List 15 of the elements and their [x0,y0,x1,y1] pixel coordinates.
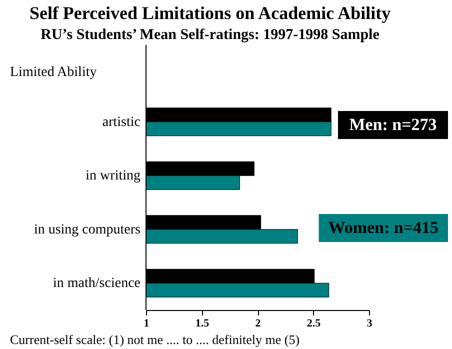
x-tick-label: 3 [366,318,373,330]
x-tick-label: 1 [144,318,150,330]
series-label: Men: n=273 [349,115,437,134]
y-tick-label: in using computers [34,222,140,238]
chart-title: Self Perceived Limitations on Academic Ability [29,3,391,23]
series-label: Women: n=415 [328,218,439,237]
chart-subtitle: RU’s Students’ Mean Self-ratings: 1997-1998 Sample [40,27,380,43]
y-tick-label: in writing [86,168,140,184]
y-tick-label: artistic [102,114,140,130]
x-tick-label: 2.5 [306,318,322,330]
x-tick-label: 1.5 [195,318,210,330]
y-tick-label: in math/science [53,276,140,292]
y-axis-title: Limited Ability [10,65,97,80]
x-axis-title: Current-self scale: (1) not me .... to .... definitely me (5) [10,332,300,347]
x-tick-label: 2 [255,318,262,330]
